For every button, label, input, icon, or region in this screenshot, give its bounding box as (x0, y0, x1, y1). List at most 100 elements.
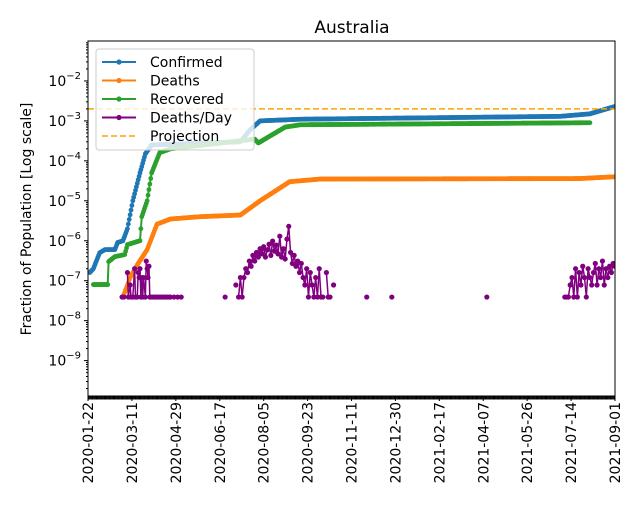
data-point (237, 274, 243, 281)
x-tick-label: 2020-12-30 (388, 402, 404, 483)
data-point (255, 254, 261, 260)
data-point (250, 252, 256, 258)
y-tick-base: 10 (48, 74, 66, 90)
data-point (302, 282, 308, 288)
y-tick-label: 10−4 (48, 151, 81, 170)
data-point (330, 282, 337, 288)
chart-title: Australia (314, 18, 389, 38)
data-point (248, 263, 254, 269)
data-point (300, 274, 306, 281)
data-point (598, 274, 604, 281)
legend-box (95, 48, 255, 151)
data-point (243, 266, 249, 272)
y-tick-base: 10 (48, 194, 66, 210)
data-point (252, 258, 258, 264)
data-point (298, 260, 304, 267)
legend-item-deaths-day: Deaths/Day (102, 111, 232, 127)
data-point (599, 258, 606, 264)
legend-label: Projection (150, 129, 219, 145)
data-point (601, 282, 607, 288)
y-tick-label: 10−9 (48, 351, 81, 370)
data-point (259, 251, 265, 257)
data-point (594, 282, 600, 288)
data-point (304, 266, 310, 272)
legend-label: Deaths/Day (150, 111, 232, 127)
y-tick-label: 10−3 (48, 111, 81, 130)
data-point (284, 236, 290, 242)
data-point (313, 274, 319, 281)
data-point (291, 252, 297, 258)
series-segment (279, 236, 283, 258)
series-segment (325, 272, 329, 298)
legend-label: Confirmed (150, 55, 223, 71)
axes: 2020-01-22 2020-03-11 2020-04-29 2020-06-17… (48, 40, 624, 483)
data-point (167, 294, 174, 300)
data-point (266, 241, 272, 247)
data-point (105, 282, 111, 287)
x-tick-label: 2020-08-05 (257, 402, 273, 483)
data-point (175, 294, 181, 300)
y-tick-base: 10 (48, 114, 66, 130)
data-point (585, 266, 591, 272)
data-point (124, 269, 131, 276)
data-point (241, 274, 247, 281)
data-point (305, 294, 312, 300)
data-point (127, 282, 133, 288)
data-point (311, 294, 317, 300)
data-point (309, 282, 315, 288)
legend-marker (116, 77, 122, 84)
data-point (389, 294, 395, 300)
series-segment (580, 266, 584, 286)
data-point (235, 294, 242, 300)
data-point (574, 294, 580, 300)
legend-item-deaths: Deaths (102, 74, 200, 90)
data-point (581, 274, 588, 281)
data-point (121, 294, 127, 300)
y-axis-label: Fraction of Population [Log scale] (19, 103, 35, 336)
data-point (233, 282, 239, 288)
series-segment (284, 239, 288, 260)
data-point (137, 238, 143, 244)
x-tick-label: 2021-07-14 (564, 402, 580, 483)
data-point (612, 104, 615, 109)
data-point (607, 263, 613, 269)
data-point (129, 203, 135, 208)
data-point (590, 269, 597, 276)
data-point (239, 294, 245, 300)
y-tick-label: 10−7 (48, 271, 81, 290)
data-point (128, 207, 134, 213)
data-point (244, 269, 251, 276)
data-point (565, 294, 571, 300)
y-tick-exponent: −6 (66, 231, 81, 242)
data-point (605, 274, 611, 281)
legend-marker (116, 96, 122, 102)
data-point (171, 294, 177, 300)
legend: Confirmed Deaths Recovered Deaths/Day Projec… (95, 48, 255, 151)
data-point (137, 266, 143, 272)
data-point (146, 187, 152, 193)
data-point (268, 252, 274, 258)
data-point (293, 263, 299, 269)
data-point (583, 294, 589, 300)
data-point (148, 176, 154, 181)
data-point (144, 198, 150, 204)
data-point (273, 242, 279, 248)
data-point (580, 263, 586, 269)
data-point (135, 269, 141, 276)
x-tick-label: 2021-04-07 (476, 402, 492, 483)
data-point (571, 294, 577, 300)
data-point (484, 294, 490, 300)
data-point (316, 266, 322, 272)
data-point (270, 238, 276, 244)
data-point (261, 244, 267, 250)
y-tick-exponent: −9 (66, 351, 81, 362)
data-point (222, 294, 228, 300)
data-point (126, 217, 132, 222)
y-tick-exponent: −4 (66, 151, 81, 162)
data-point (132, 266, 138, 272)
data-point (147, 181, 153, 187)
data-point (178, 294, 184, 300)
data-point (138, 226, 144, 232)
data-point (146, 263, 152, 269)
